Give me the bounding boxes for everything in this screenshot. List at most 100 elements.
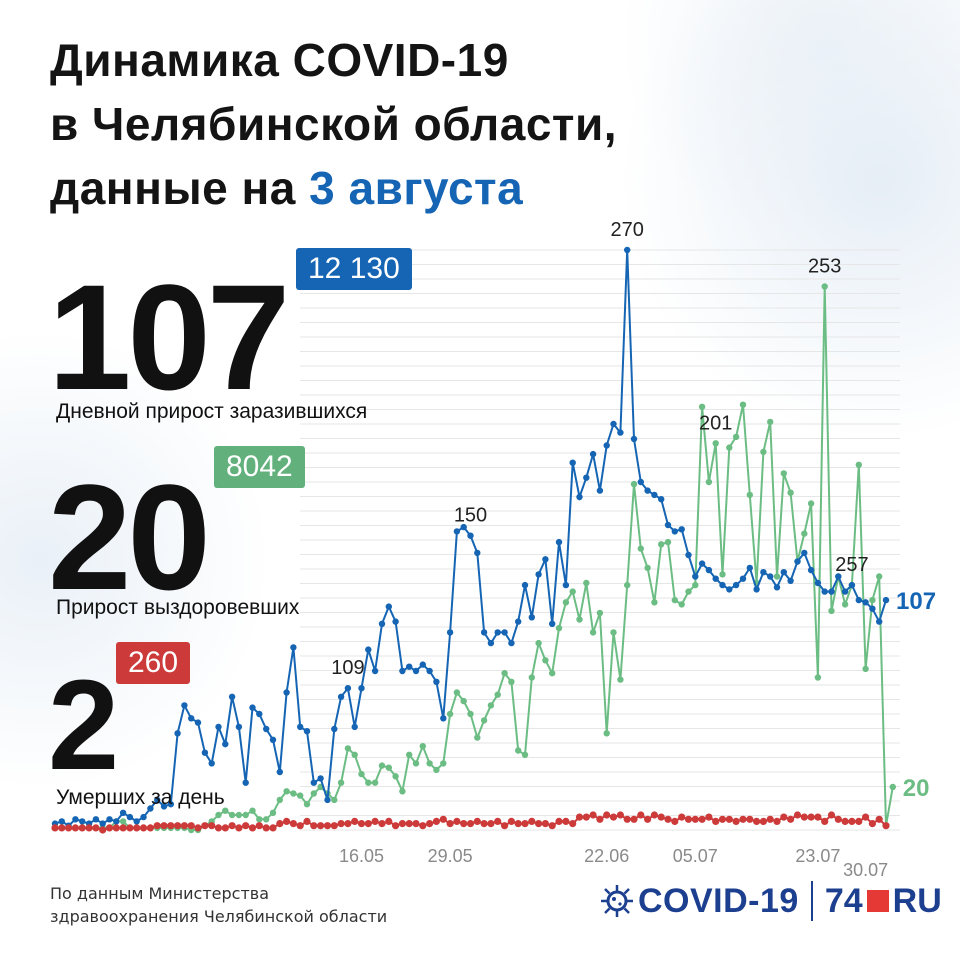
data-point-cases (317, 775, 324, 782)
data-point-recovered (617, 676, 624, 683)
data-point-recovered (576, 616, 583, 623)
data-point-recovered (535, 639, 542, 647)
data-point-deaths (787, 815, 795, 823)
data-point-cases (290, 644, 297, 651)
data-point-recovered (726, 444, 733, 451)
data-point-recovered (651, 599, 658, 606)
data-point-cases (862, 599, 869, 606)
data-point-cases (828, 588, 835, 595)
data-point-deaths (105, 824, 114, 832)
source-note: По данным Министерства здравоохранения Ч… (50, 882, 387, 928)
data-point-cases (365, 646, 372, 653)
data-point-deaths (283, 817, 291, 826)
data-point-deaths (555, 817, 563, 826)
data-point-cases (79, 818, 86, 825)
title-line-2: в Челябинской области, (50, 98, 617, 150)
data-point-recovered (222, 807, 229, 814)
data-point-cases (535, 571, 542, 578)
data-point-recovered (440, 760, 447, 767)
data-point-deaths (432, 817, 440, 826)
data-point-cases (658, 496, 665, 503)
recovered-total-badge: 8042 (214, 446, 305, 488)
x-tick-label: 30.07 (843, 860, 888, 880)
data-point-cases (521, 581, 529, 589)
data-point-recovered (821, 283, 828, 290)
data-point-recovered (310, 790, 317, 797)
data-point-cases (453, 528, 461, 535)
data-point-cases (426, 667, 433, 675)
data-point-cases (228, 693, 236, 700)
logo-covid-text: COVID-19 (638, 881, 799, 920)
peak-label: 270 (611, 219, 644, 241)
data-point-cases (140, 813, 147, 821)
data-point-cases (297, 723, 304, 731)
data-point-recovered (521, 751, 529, 758)
data-point-deaths (78, 824, 86, 832)
deaths-daily-value: 2 (48, 654, 120, 797)
data-point-deaths (473, 817, 481, 826)
data-point-recovered (671, 596, 678, 604)
data-point-recovered (664, 538, 672, 546)
data-point-deaths (255, 822, 263, 830)
data-point-recovered (283, 788, 290, 795)
data-point-cases (685, 551, 692, 559)
data-point-recovered (705, 478, 713, 486)
data-point-cases (542, 556, 549, 563)
data-point-cases (746, 564, 753, 572)
title-line-3: данные на 3 августа (50, 156, 617, 220)
data-point-deaths (439, 815, 447, 823)
data-point-cases (324, 796, 331, 804)
data-point-deaths (167, 822, 175, 830)
data-point-deaths (337, 820, 345, 828)
data-point-cases (569, 459, 576, 466)
data-point-cases (807, 566, 815, 574)
data-point-cases (835, 573, 842, 580)
x-tick-label: 29.05 (428, 846, 473, 866)
data-point-cases (147, 805, 154, 812)
data-point-deaths (385, 817, 393, 826)
data-point-cases (303, 728, 311, 735)
data-point-cases (555, 538, 563, 546)
source-line-1: По данным Министерства (50, 884, 270, 903)
data-point-recovered (876, 573, 883, 580)
data-point-deaths (718, 815, 727, 823)
data-point-deaths (691, 815, 699, 823)
data-point-deaths (65, 824, 73, 832)
data-point-cases (501, 629, 508, 636)
data-point-deaths (827, 811, 836, 819)
data-point-deaths (248, 824, 257, 832)
data-point-deaths (800, 813, 808, 821)
data-point-deaths (446, 820, 454, 828)
x-tick-label: 16.05 (339, 846, 384, 866)
data-point-cases (596, 487, 604, 494)
data-point-cases (664, 521, 672, 529)
data-point-deaths (296, 822, 304, 830)
data-point-cases (208, 760, 215, 767)
recovered-daily-value: 20 (48, 453, 211, 621)
data-point-cases (331, 725, 338, 733)
data-point-recovered (337, 779, 345, 786)
data-point-cases (801, 549, 808, 557)
data-point-cases (242, 779, 249, 786)
data-point-recovered (692, 581, 699, 589)
data-point-deaths (514, 820, 522, 828)
covid-74ru-logo: COVID-19 74 RU (600, 878, 942, 924)
data-point-cases (869, 605, 876, 612)
data-point-recovered (596, 609, 604, 617)
data-point-cases (167, 801, 174, 808)
data-point-recovered (474, 734, 481, 741)
data-point-recovered (446, 710, 454, 718)
data-point-cases (154, 796, 161, 804)
data-point-recovered (658, 541, 665, 548)
data-point-deaths (671, 817, 679, 826)
recovered-label: Прирост выздоровевших (56, 596, 300, 619)
data-point-cases (528, 614, 535, 621)
data-point-cases (705, 566, 713, 574)
data-point-cases (562, 581, 570, 589)
data-point-cases (474, 549, 481, 557)
data-point-cases (106, 816, 113, 823)
data-point-deaths (392, 822, 400, 830)
peak-label: 109 (331, 657, 364, 679)
x-tick-label: 05.07 (673, 846, 718, 866)
